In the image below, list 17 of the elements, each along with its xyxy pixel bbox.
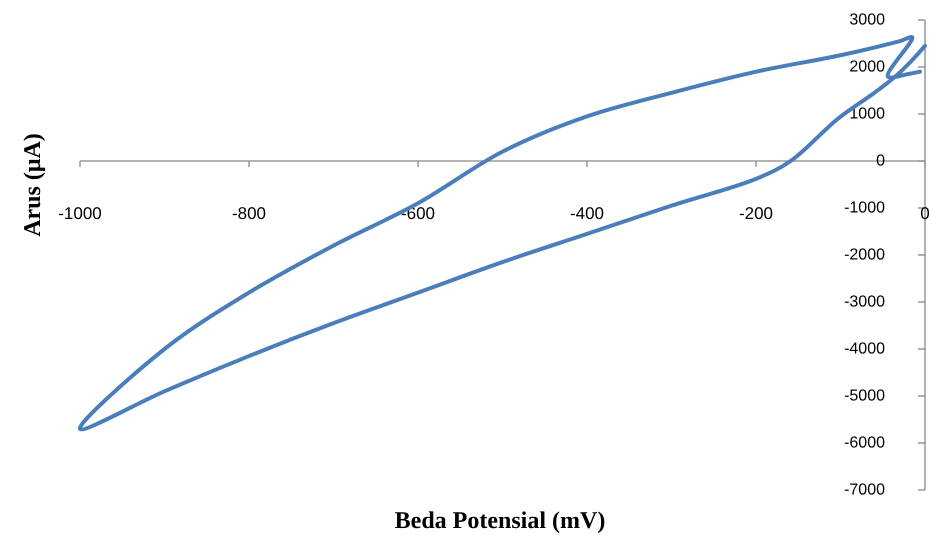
y-tick-label: 2000	[849, 58, 886, 76]
y-tick-label: -6000	[844, 434, 886, 452]
y-tick-label: 3000	[849, 12, 886, 28]
x-tick-label: -400	[570, 204, 604, 223]
x-tick-label: 0	[920, 204, 930, 223]
y-tick-label: -3000	[844, 294, 886, 310]
y-tick-label: 1000	[849, 106, 886, 122]
y-tick-label: 0	[876, 152, 886, 170]
x-tick-label: -800	[232, 204, 266, 223]
y-tick-label: -7000	[844, 482, 886, 498]
y-tick-label: -2000	[844, 246, 886, 264]
y-axis-title: Arus (μA)	[20, 133, 46, 237]
x-axis-title: Beda Potensial (mV)	[394, 508, 606, 534]
x-tick-label: -200	[738, 204, 774, 223]
y-tick-label: -4000	[844, 340, 886, 358]
y-tick-label: -5000	[844, 388, 886, 404]
x-tick-label: -1000	[58, 204, 102, 223]
